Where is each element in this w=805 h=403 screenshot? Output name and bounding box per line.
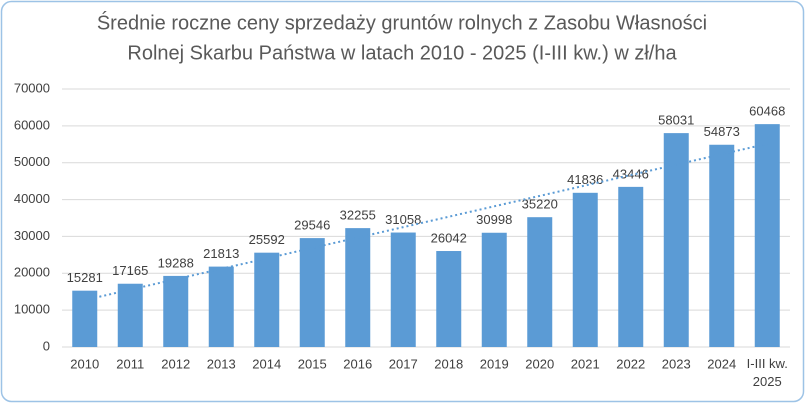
data-label: 25592 [249,232,285,247]
bar [527,217,553,347]
x-tick-label: 2018 [434,356,463,371]
bar [709,144,735,347]
chart-title: Rolnej Skarbu Państwa w latach 2010 - 20… [127,42,677,64]
bar [663,133,689,347]
x-tick-label: 2017 [389,356,418,371]
data-label: 54873 [704,124,740,139]
data-label: 15281 [67,270,103,285]
bar [117,283,143,347]
y-tick-label: 10000 [14,302,50,317]
bar [436,251,462,347]
bar [254,252,280,347]
bar [163,275,189,347]
x-tick-label: 2024 [707,356,736,371]
x-tick-label: 2022 [616,356,645,371]
x-tick-label: 2023 [662,356,691,371]
data-label: 19288 [158,255,194,270]
chart-title: Średnie roczne ceny sprzedaży gruntów ro… [97,10,707,34]
x-tick-label: 2014 [252,356,281,371]
data-label: 60468 [749,104,785,119]
data-label: 21813 [203,246,239,261]
trendline [84,142,768,302]
y-tick-label: 60000 [14,117,50,132]
y-tick-label: 30000 [14,228,50,243]
bar [390,232,416,347]
y-tick-label: 40000 [14,191,50,206]
y-tick-label: 70000 [14,80,50,95]
x-tick-label: 2019 [480,356,509,371]
x-tick-label: 2011 [116,356,144,371]
x-tick-label: 2021 [571,356,600,371]
bar [618,186,644,347]
bar [481,232,507,347]
x-tick-label: I-III kw. 2025 [747,356,788,389]
bar [345,228,371,347]
data-label: 30998 [476,212,512,227]
x-tick-label: 2020 [525,356,554,371]
y-tick-label: 50000 [14,154,50,169]
y-tick-label: 20000 [14,265,50,280]
data-label: 32255 [340,208,376,223]
x-tick-label: 2015 [298,356,327,371]
data-label: 43446 [613,166,649,181]
x-tick-label: 2012 [161,356,190,371]
x-tick-label: 2010 [70,356,99,371]
bar [572,192,598,347]
bar [754,124,780,347]
data-label: 29546 [294,218,330,233]
bar [208,266,234,347]
data-label: 35220 [522,197,558,212]
x-tick-label: 2016 [343,356,372,371]
data-label: 58031 [658,113,694,128]
bar [299,238,325,347]
data-label: 26042 [431,230,467,245]
data-label: 41836 [567,172,603,187]
x-tick-label: 2013 [207,356,236,371]
y-tick-label: 0 [43,338,50,353]
data-label: 17165 [112,263,148,278]
data-label: 31058 [385,212,421,227]
